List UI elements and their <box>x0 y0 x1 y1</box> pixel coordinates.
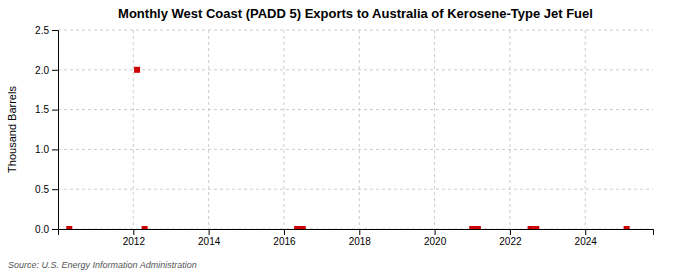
y-tick-label: 0.0 <box>35 224 49 235</box>
x-tick-mark <box>585 229 586 235</box>
y-tick-mark <box>52 110 58 111</box>
grid-line-x <box>208 30 209 229</box>
x-axis: 2012 2014 2016 2018 2020 2022 2024 <box>59 229 654 247</box>
grid-line-x <box>283 30 284 229</box>
x-tick-label: 2014 <box>198 236 221 247</box>
points <box>66 67 629 229</box>
y-tick: 2.5 <box>35 25 58 36</box>
point <box>134 67 140 73</box>
y-axis: 0.0 0.5 1.0 1.5 2.0 2.5 <box>35 25 58 235</box>
y-tick-mark <box>52 149 58 150</box>
y-tick: 0.0 <box>35 224 58 235</box>
x-tick: 2018 <box>349 229 372 247</box>
y-tick-label: 2.5 <box>35 25 49 36</box>
grid-line-x <box>359 30 360 229</box>
x-tick-label: 2018 <box>349 236 372 247</box>
y-tick-mark <box>52 30 58 31</box>
grid-line-x <box>585 30 586 229</box>
x-tick: 2014 <box>198 229 221 247</box>
y-tick-label: 1.5 <box>35 104 49 115</box>
y-tick-label: 2.0 <box>35 65 49 76</box>
point <box>533 226 539 229</box>
x-tick: 2022 <box>499 229 522 247</box>
point <box>294 226 300 229</box>
x-tick: 2012 <box>123 229 146 247</box>
y-tick-label: 1.0 <box>35 144 49 155</box>
plot: 2012 2014 2016 2018 2020 2022 2024 0.0 0.5 1.0 1.5… <box>35 25 653 247</box>
y-tick-mark <box>52 70 58 71</box>
x-tick-label: 2012 <box>123 236 146 247</box>
grid-line-y <box>58 30 653 31</box>
y-tick-mark <box>52 189 58 190</box>
y-tick-mark <box>52 229 58 230</box>
x-tick-label: 2020 <box>424 236 447 247</box>
y-axis-title: Thousand Barrels <box>6 86 18 173</box>
x-tick-mark <box>133 229 134 235</box>
grid-line-y <box>58 189 653 190</box>
source: Source: U.S. Energy Information Administ… <box>8 260 197 270</box>
y-tick-label: 0.5 <box>35 184 49 195</box>
title: Monthly West Coast (PADD 5) Exports to A… <box>118 6 593 21</box>
y-tick: 1.0 <box>35 144 58 155</box>
x-tick-label: 2022 <box>499 236 522 247</box>
grid <box>58 30 653 229</box>
point <box>300 226 306 229</box>
grid-line-y <box>58 69 653 70</box>
x-tick-mark <box>209 229 210 235</box>
x-tick-mark <box>284 229 285 235</box>
x-tick: 2020 <box>424 229 447 247</box>
point <box>624 226 630 229</box>
point <box>142 226 148 229</box>
grid-line-x <box>434 30 435 229</box>
point <box>66 226 72 229</box>
point <box>528 226 534 229</box>
grid-line-y <box>58 109 653 110</box>
x-tick-mark <box>435 229 436 235</box>
point <box>475 226 481 229</box>
x-tick-label: 2024 <box>575 236 598 247</box>
grid-line-x <box>509 30 510 229</box>
point <box>469 226 475 229</box>
x-tick-mark <box>510 229 511 235</box>
chart: 2012 2014 2016 2018 2020 2022 2024 0.0 0.5 1.0 1.5… <box>0 0 675 275</box>
x-axis-line <box>59 230 654 236</box>
x-tick: 2016 <box>273 229 296 247</box>
y-tick: 1.5 <box>35 104 58 115</box>
x-tick: 2024 <box>575 229 598 247</box>
grid-line-y <box>58 149 653 150</box>
x-tick-label: 2016 <box>273 236 296 247</box>
y-tick: 0.5 <box>35 184 58 195</box>
grid-line-x <box>133 30 134 229</box>
x-tick-mark <box>359 229 360 235</box>
y-tick: 2.0 <box>35 65 58 76</box>
y-axis-line <box>52 31 59 230</box>
